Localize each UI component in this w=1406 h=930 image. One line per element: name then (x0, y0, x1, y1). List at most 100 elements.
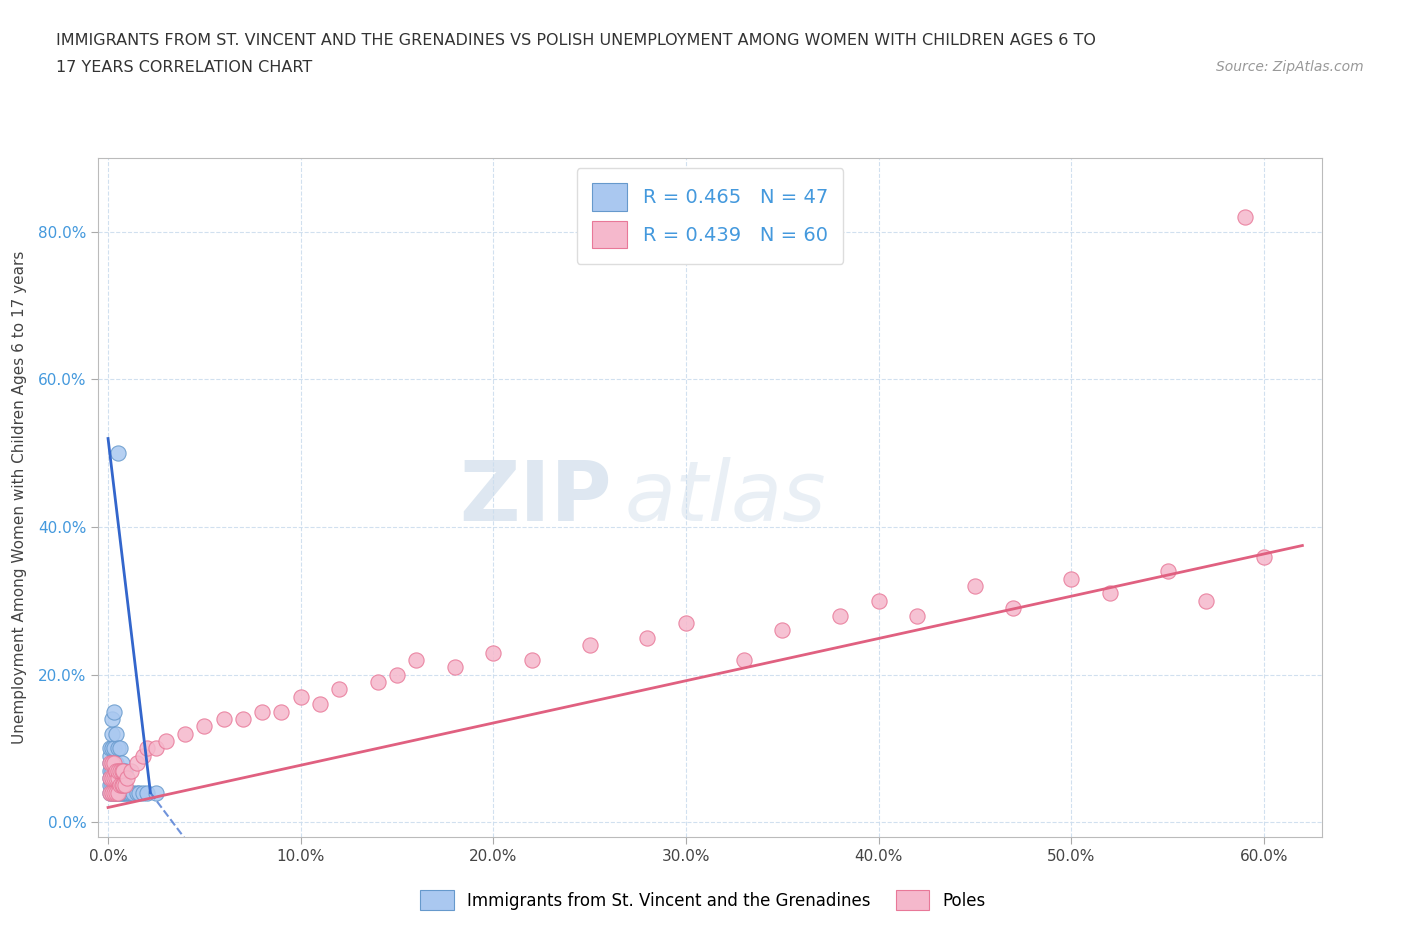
Point (520, 653, 543, 668)
Point (128, 785, 150, 800)
Point (482, 645, 505, 660)
Point (107, 445, 129, 460)
Point (101, 771, 124, 786)
Point (110, 785, 132, 800)
Point (120, 785, 142, 800)
Point (117, 771, 139, 786)
Point (122, 785, 145, 800)
Point (114, 785, 136, 800)
Point (1156, 564, 1178, 578)
Y-axis label: Unemployment Among Women with Children Ages 6 to 17 years: Unemployment Among Women with Children A… (13, 251, 27, 744)
Point (212, 711, 235, 726)
Point (98, 777, 121, 792)
Point (1233, 209, 1256, 224)
Point (101, 726, 124, 741)
Point (103, 777, 125, 792)
Point (1098, 586, 1121, 601)
Point (145, 741, 167, 756)
Point (132, 749, 155, 764)
Point (145, 785, 167, 800)
Point (104, 764, 127, 778)
Point (112, 785, 135, 800)
Point (98, 785, 121, 800)
Point (155, 734, 177, 749)
Point (232, 711, 254, 726)
Point (905, 608, 928, 623)
Point (770, 623, 793, 638)
Point (101, 777, 124, 792)
Point (125, 785, 148, 800)
Point (101, 756, 124, 771)
Text: 17 YEARS CORRELATION CHART: 17 YEARS CORRELATION CHART (56, 60, 312, 75)
Point (578, 638, 600, 653)
Point (104, 771, 127, 786)
Point (112, 764, 135, 778)
Point (117, 785, 139, 800)
Point (103, 756, 125, 771)
Point (733, 653, 755, 668)
Point (405, 653, 427, 668)
Point (103, 704, 125, 719)
Text: ZIP: ZIP (460, 457, 612, 538)
Point (104, 726, 127, 741)
Point (328, 682, 350, 697)
Point (1060, 571, 1083, 586)
Point (101, 756, 124, 771)
Point (828, 608, 851, 623)
Text: Source: ZipAtlas.com: Source: ZipAtlas.com (1216, 60, 1364, 74)
Point (103, 756, 125, 771)
Text: IMMIGRANTS FROM ST. VINCENT AND THE GRENADINES VS POLISH UNEMPLOYMENT AMONG WOME: IMMIGRANTS FROM ST. VINCENT AND THE GREN… (56, 33, 1097, 47)
Point (367, 674, 389, 689)
Point (104, 785, 127, 800)
Point (108, 741, 131, 756)
Point (110, 777, 132, 792)
Point (98, 785, 121, 800)
Point (98, 771, 121, 786)
Point (98, 741, 121, 756)
Point (636, 631, 658, 645)
Point (135, 741, 157, 756)
Point (108, 785, 131, 800)
Point (98, 771, 121, 786)
Point (101, 741, 124, 756)
Point (104, 756, 127, 771)
Point (101, 771, 124, 786)
Point (675, 616, 697, 631)
Point (101, 711, 124, 726)
Point (103, 785, 125, 800)
Point (250, 704, 273, 719)
Point (104, 785, 127, 800)
Point (103, 741, 125, 756)
Text: atlas: atlas (624, 457, 827, 538)
Point (107, 764, 129, 778)
Point (1195, 593, 1218, 608)
Point (270, 704, 292, 719)
Point (107, 764, 129, 778)
Point (193, 719, 215, 734)
Point (868, 593, 890, 608)
Point (118, 785, 141, 800)
Point (110, 756, 132, 771)
Legend: R = 0.465   N = 47, R = 0.439   N = 60: R = 0.465 N = 47, R = 0.439 N = 60 (576, 167, 844, 264)
Point (107, 785, 129, 800)
Point (443, 660, 465, 675)
Point (120, 764, 142, 778)
Point (385, 667, 408, 682)
Point (290, 689, 312, 704)
Point (101, 764, 124, 778)
Point (108, 777, 131, 792)
Point (1002, 601, 1025, 616)
Point (112, 764, 135, 778)
Point (135, 785, 157, 800)
Point (104, 771, 127, 786)
Point (101, 785, 124, 800)
Point (132, 785, 155, 800)
Legend: Immigrants from St. Vincent and the Grenadines, Poles: Immigrants from St. Vincent and the Gren… (413, 884, 993, 917)
Point (108, 764, 131, 778)
Point (103, 771, 125, 786)
Point (174, 726, 197, 741)
Point (1253, 549, 1275, 564)
Point (107, 741, 129, 756)
Point (963, 578, 986, 593)
Point (107, 771, 129, 786)
